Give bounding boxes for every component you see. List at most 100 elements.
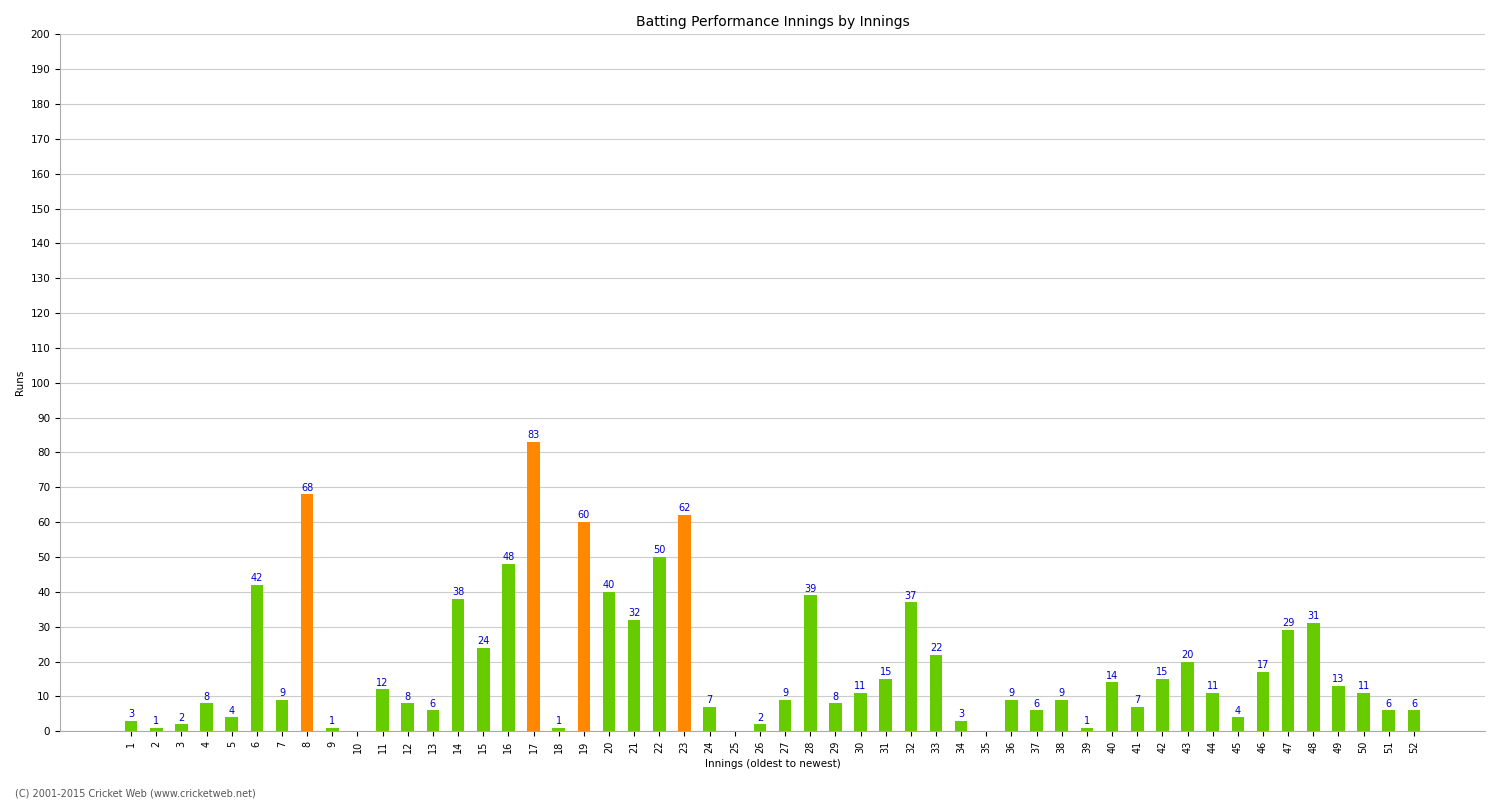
- Bar: [1030, 710, 1042, 731]
- Text: 2: 2: [758, 713, 764, 722]
- Text: 1: 1: [153, 716, 159, 726]
- Bar: [1106, 682, 1119, 731]
- Bar: [176, 724, 188, 731]
- Text: 1: 1: [1084, 716, 1090, 726]
- Bar: [678, 515, 692, 731]
- Text: 7: 7: [706, 695, 712, 705]
- Bar: [503, 564, 515, 731]
- Text: 15: 15: [1156, 667, 1168, 678]
- Text: 32: 32: [628, 608, 640, 618]
- Bar: [1407, 710, 1420, 731]
- Text: 39: 39: [804, 583, 816, 594]
- Bar: [1332, 686, 1346, 731]
- Bar: [201, 703, 213, 731]
- Bar: [452, 599, 465, 731]
- Text: 11: 11: [1358, 681, 1370, 691]
- Bar: [1306, 623, 1320, 731]
- Bar: [477, 647, 489, 731]
- Text: 4: 4: [228, 706, 236, 715]
- Bar: [326, 728, 339, 731]
- Text: 13: 13: [1332, 674, 1344, 684]
- Bar: [603, 592, 615, 731]
- Bar: [578, 522, 590, 731]
- Bar: [1182, 662, 1194, 731]
- Bar: [1282, 630, 1294, 731]
- Text: 42: 42: [251, 573, 262, 583]
- Bar: [1005, 700, 1019, 731]
- Text: (C) 2001-2015 Cricket Web (www.cricketweb.net): (C) 2001-2015 Cricket Web (www.cricketwe…: [15, 788, 255, 798]
- Bar: [1232, 718, 1244, 731]
- Bar: [704, 707, 716, 731]
- Bar: [956, 721, 968, 731]
- Text: 38: 38: [452, 587, 464, 597]
- Bar: [528, 442, 540, 731]
- Text: 9: 9: [279, 688, 285, 698]
- Text: 7: 7: [1134, 695, 1140, 705]
- Text: 20: 20: [1182, 650, 1194, 660]
- Bar: [1131, 707, 1143, 731]
- Bar: [904, 602, 916, 731]
- Y-axis label: Runs: Runs: [15, 370, 26, 395]
- Text: 60: 60: [578, 510, 590, 521]
- Bar: [225, 718, 238, 731]
- Bar: [652, 557, 666, 731]
- Bar: [628, 620, 640, 731]
- Text: 40: 40: [603, 580, 615, 590]
- Text: 9: 9: [1008, 688, 1014, 698]
- Text: 22: 22: [930, 643, 942, 653]
- Title: Batting Performance Innings by Innings: Batting Performance Innings by Innings: [636, 15, 909, 29]
- Bar: [879, 679, 892, 731]
- Text: 8: 8: [405, 692, 411, 702]
- Text: 4: 4: [1234, 706, 1240, 715]
- Text: 9: 9: [782, 688, 788, 698]
- Text: 68: 68: [302, 482, 313, 493]
- Bar: [1383, 710, 1395, 731]
- Bar: [778, 700, 792, 731]
- X-axis label: Innings (oldest to newest): Innings (oldest to newest): [705, 759, 840, 769]
- Text: 24: 24: [477, 636, 489, 646]
- Bar: [276, 700, 288, 731]
- Bar: [1358, 693, 1370, 731]
- Bar: [150, 728, 162, 731]
- Text: 50: 50: [652, 546, 666, 555]
- Text: 48: 48: [503, 552, 515, 562]
- Bar: [552, 728, 566, 731]
- Text: 83: 83: [528, 430, 540, 440]
- Bar: [302, 494, 313, 731]
- Text: 1: 1: [330, 716, 336, 726]
- Bar: [426, 710, 439, 731]
- Text: 6: 6: [1034, 698, 1040, 709]
- Bar: [1080, 728, 1094, 731]
- Bar: [804, 595, 816, 731]
- Text: 12: 12: [376, 678, 388, 688]
- Text: 11: 11: [855, 681, 867, 691]
- Bar: [402, 703, 414, 731]
- Bar: [1257, 672, 1269, 731]
- Bar: [930, 654, 942, 731]
- Text: 8: 8: [833, 692, 839, 702]
- Bar: [251, 585, 262, 731]
- Bar: [855, 693, 867, 731]
- Text: 14: 14: [1106, 670, 1118, 681]
- Text: 3: 3: [128, 709, 134, 719]
- Text: 2: 2: [178, 713, 184, 722]
- Text: 9: 9: [1059, 688, 1065, 698]
- Text: 6: 6: [1412, 698, 1418, 709]
- Bar: [1156, 679, 1168, 731]
- Bar: [376, 690, 388, 731]
- Text: 15: 15: [879, 667, 892, 678]
- Bar: [753, 724, 766, 731]
- Text: 6: 6: [1386, 698, 1392, 709]
- Bar: [1206, 693, 1219, 731]
- Text: 3: 3: [958, 709, 964, 719]
- Text: 29: 29: [1282, 618, 1294, 629]
- Bar: [124, 721, 138, 731]
- Text: 37: 37: [904, 590, 916, 601]
- Text: 31: 31: [1306, 611, 1320, 622]
- Text: 62: 62: [678, 503, 690, 514]
- Text: 17: 17: [1257, 660, 1269, 670]
- Bar: [1056, 700, 1068, 731]
- Text: 1: 1: [555, 716, 562, 726]
- Text: 11: 11: [1206, 681, 1219, 691]
- Text: 6: 6: [430, 698, 436, 709]
